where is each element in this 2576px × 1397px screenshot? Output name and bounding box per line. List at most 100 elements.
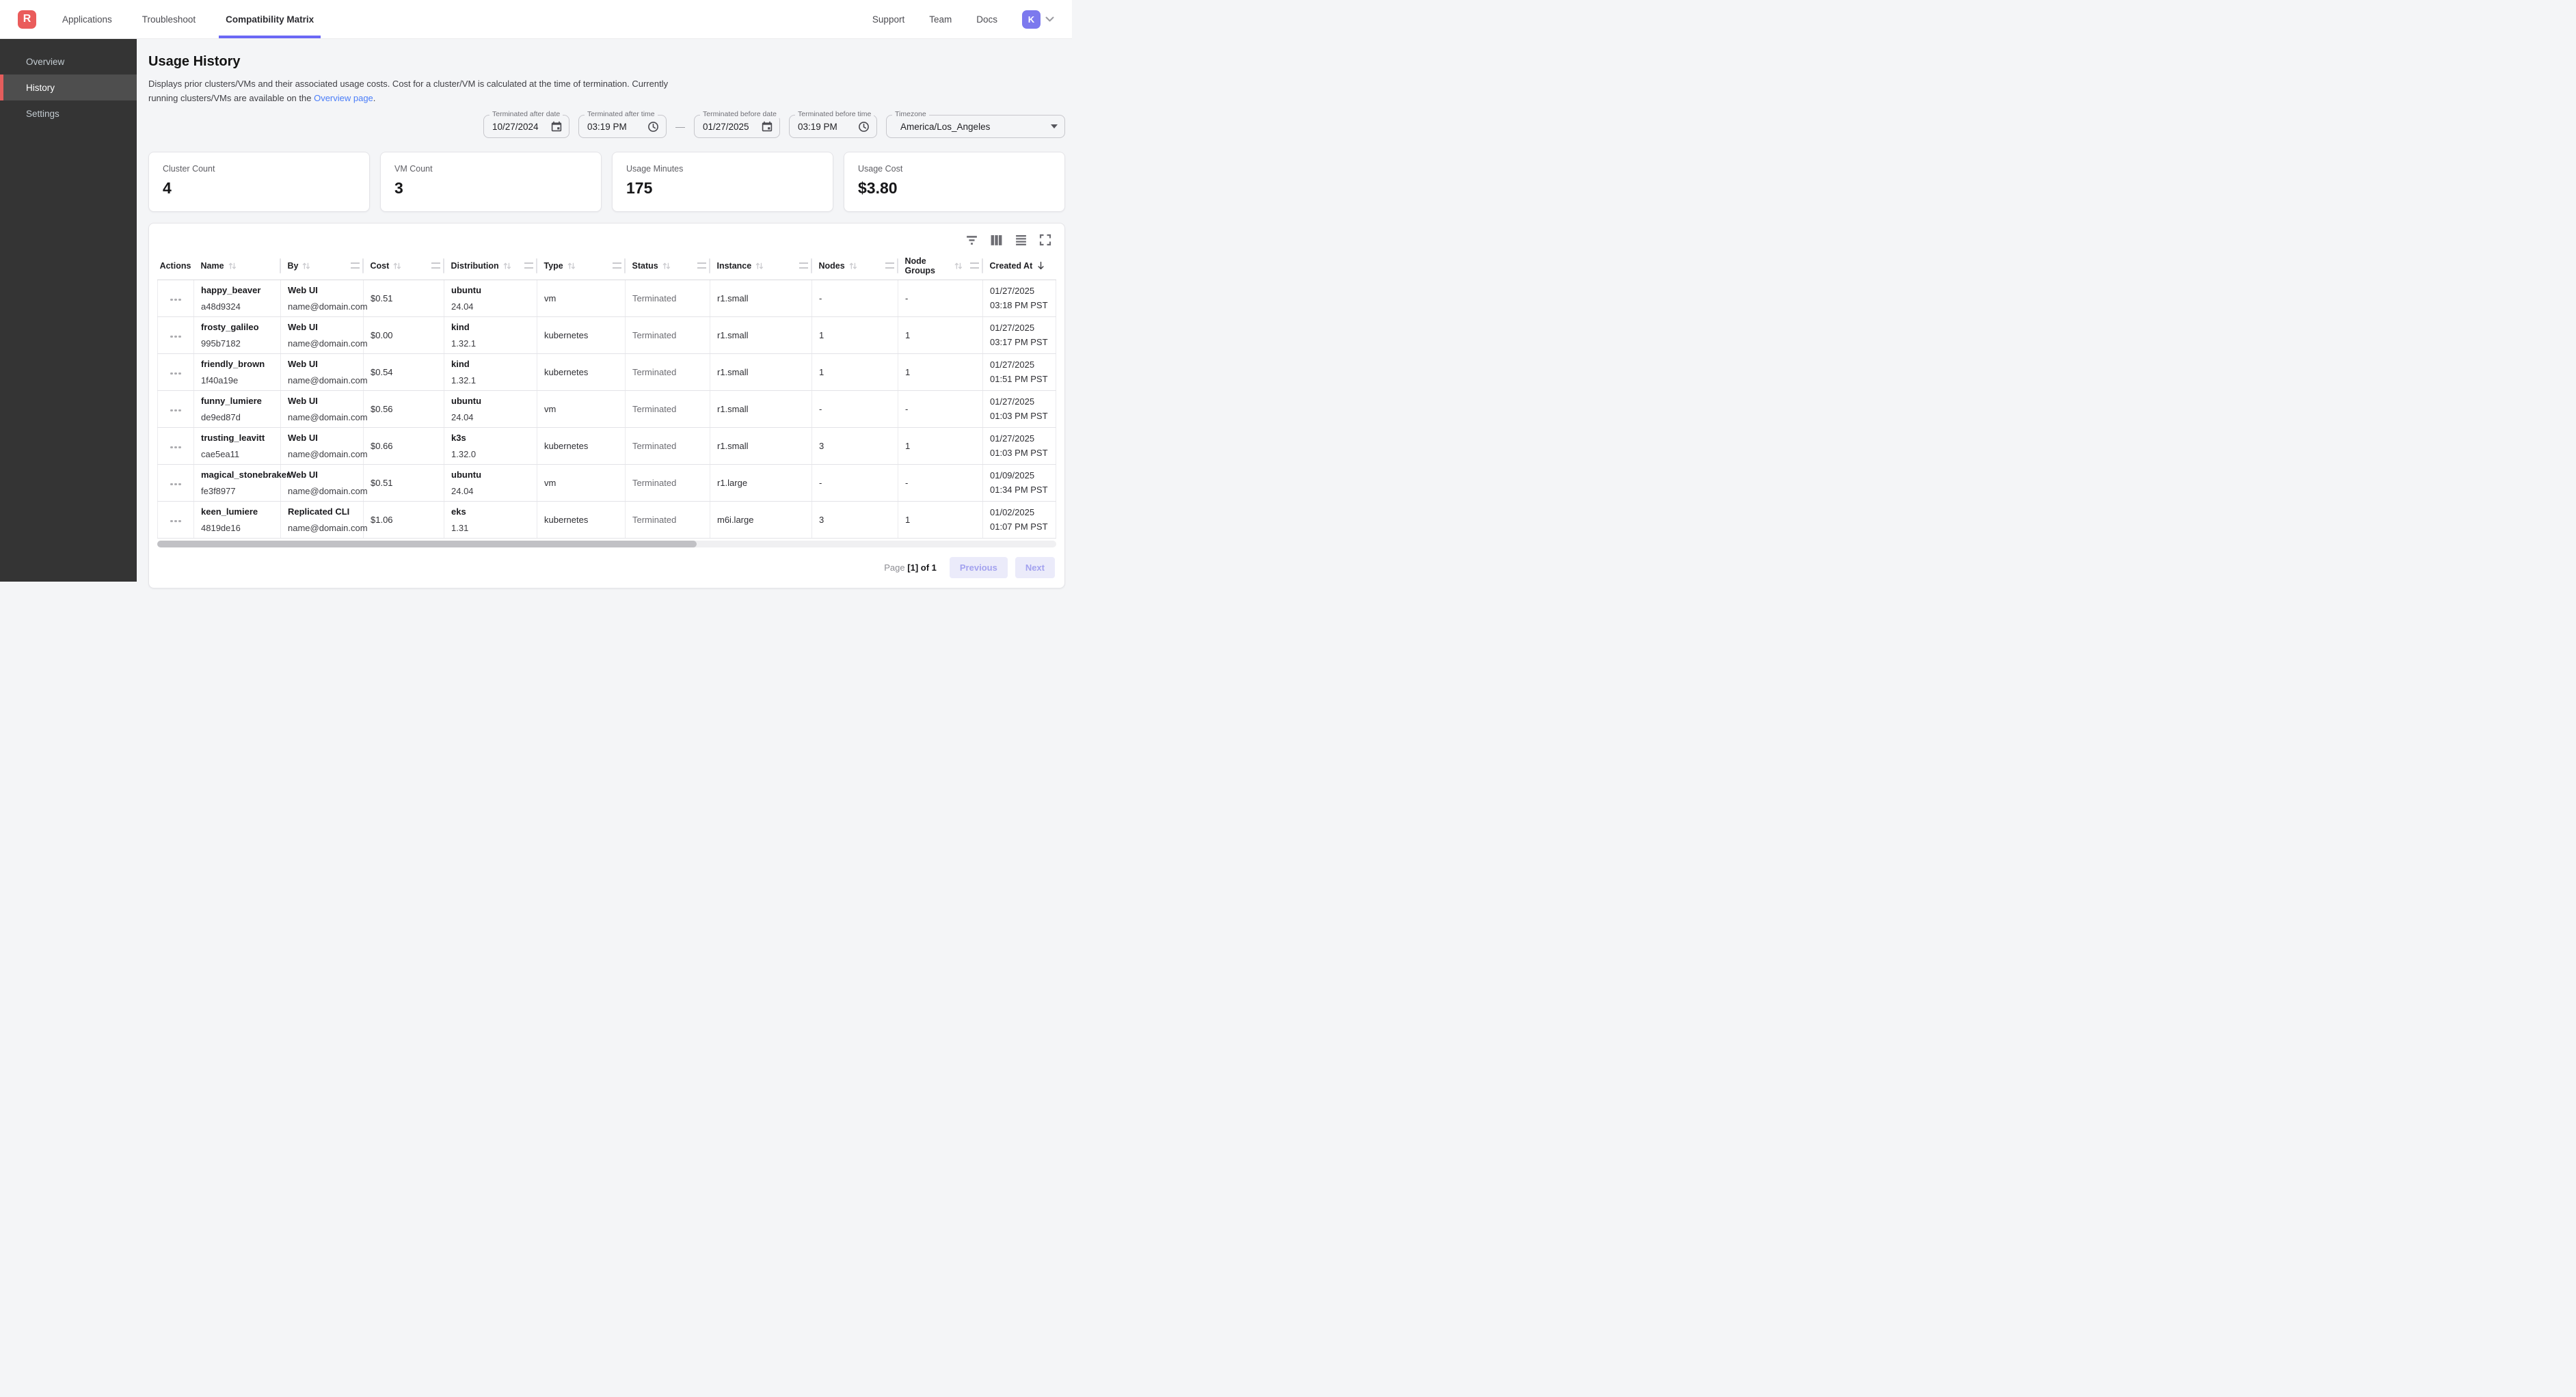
sort-icon[interactable] — [662, 261, 671, 271]
column-header[interactable]: Distribution — [444, 252, 537, 280]
node-groups-cell: 1 — [898, 427, 983, 465]
column-separator[interactable] — [708, 258, 710, 273]
column-menu-icon[interactable] — [612, 262, 621, 269]
nav-link[interactable]: Team — [929, 14, 952, 25]
sidebar-item[interactable]: History — [0, 74, 137, 100]
scrollbar-thumb[interactable] — [157, 540, 697, 547]
by-email-link[interactable]: name@domain.com — [288, 448, 368, 459]
column-menu-icon[interactable] — [697, 262, 706, 269]
column-header[interactable]: Status — [625, 252, 710, 280]
sort-icon[interactable] — [567, 261, 576, 271]
created-at-cell: 01/27/2025 01:03 PM PST — [982, 390, 1056, 428]
column-header[interactable]: Node Groups — [898, 252, 983, 280]
sort-desc-icon[interactable] — [1036, 260, 1046, 271]
terminated-before-date-value[interactable]: 01/27/2025 — [703, 121, 749, 132]
column-separator[interactable] — [623, 258, 626, 273]
column-menu-icon[interactable] — [969, 262, 979, 269]
created-date: 01/27/2025 — [990, 433, 1035, 444]
row-actions-button[interactable] — [169, 407, 183, 415]
usage-table-card: Actions Name — [148, 223, 1065, 588]
previous-button[interactable]: Previous — [949, 556, 1008, 578]
by-email-link[interactable]: name@domain.com — [288, 338, 368, 349]
column-header[interactable]: Instance — [710, 252, 812, 280]
column-menu-icon[interactable] — [885, 262, 894, 269]
sidebar-item[interactable]: Overview — [26, 56, 65, 67]
row-actions-button[interactable] — [169, 517, 183, 526]
by-email-link[interactable]: name@domain.com — [288, 301, 368, 312]
columns-icon[interactable] — [989, 233, 1003, 247]
terminated-after-time-value[interactable]: 03:19 PM — [587, 121, 627, 132]
column-menu-icon[interactable] — [431, 262, 440, 269]
sort-icon[interactable] — [228, 261, 237, 271]
column-header[interactable]: Type — [537, 252, 626, 280]
by-email-link[interactable]: name@domain.com — [288, 485, 368, 496]
avatar[interactable]: K — [1022, 10, 1041, 29]
nav-tab[interactable]: Applications — [62, 14, 112, 25]
column-header[interactable]: Nodes — [811, 252, 898, 280]
by-email-link[interactable]: name@domain.com — [288, 522, 368, 533]
nav-link[interactable]: Support — [872, 14, 905, 25]
density-icon[interactable] — [1014, 233, 1028, 247]
chevron-down-icon[interactable] — [1045, 16, 1054, 23]
terminated-after-date-value[interactable]: 10/27/2024 — [492, 121, 539, 132]
account-menu[interactable]: K — [1022, 10, 1054, 29]
row-actions-button[interactable] — [169, 296, 183, 304]
calendar-icon[interactable] — [551, 121, 562, 132]
by-cell: Web UI name@domain.com — [280, 280, 368, 317]
column-menu-icon[interactable] — [524, 262, 533, 269]
replicated-logo[interactable]: R — [18, 10, 36, 29]
column-separator[interactable] — [896, 258, 898, 273]
nav-tab[interactable]: Compatibility Matrix — [219, 0, 321, 38]
nav-tab[interactable]: Troubleshoot — [142, 14, 196, 25]
column-menu-icon[interactable] — [350, 262, 360, 269]
terminated-after-time-field[interactable]: Terminated after time 03:19 PM — [578, 111, 667, 139]
clock-icon[interactable] — [647, 121, 659, 133]
sort-icon[interactable] — [755, 261, 764, 271]
sort-icon[interactable] — [848, 261, 858, 271]
sort-icon[interactable] — [954, 261, 963, 271]
row-actions-button[interactable] — [169, 444, 183, 452]
distribution-name: ubuntu — [451, 395, 482, 406]
row-actions-button[interactable] — [169, 333, 183, 341]
column-separator[interactable] — [442, 258, 444, 273]
timezone-value[interactable]: America/Los_Angeles — [900, 121, 991, 132]
column-header[interactable]: By — [280, 252, 364, 280]
terminated-before-time-field[interactable]: Terminated before time 03:19 PM — [789, 111, 877, 139]
sidebar-item[interactable]: Settings — [26, 108, 59, 119]
column-header[interactable]: Name — [193, 252, 281, 280]
terminated-after-date-field[interactable]: Terminated after date 10/27/2024 — [483, 111, 569, 139]
sort-icon[interactable] — [392, 261, 402, 271]
clock-icon[interactable] — [858, 121, 870, 133]
timezone-select[interactable]: Timezone America/Los_Angeles — [886, 111, 1065, 139]
column-separator[interactable] — [362, 258, 364, 273]
row-actions-button[interactable] — [169, 370, 183, 378]
calendar-icon[interactable] — [762, 121, 773, 132]
column-separator[interactable] — [981, 258, 983, 273]
cost-cell: $1.06 — [363, 501, 444, 539]
column-separator[interactable] — [535, 258, 537, 273]
row-actions-button[interactable] — [169, 480, 183, 489]
column-header[interactable]: Created At — [982, 252, 1056, 280]
dropdown-caret-icon[interactable] — [1051, 124, 1058, 129]
column-separator[interactable] — [810, 258, 812, 273]
distribution-name: eks — [451, 506, 466, 517]
created-date: 01/02/2025 — [990, 507, 1035, 518]
column-separator[interactable] — [279, 258, 281, 273]
terminated-before-time-value[interactable]: 03:19 PM — [798, 121, 837, 132]
column-header[interactable]: Actions — [157, 252, 194, 280]
next-button[interactable]: Next — [1015, 556, 1055, 578]
fullscreen-icon[interactable] — [1038, 233, 1052, 247]
terminated-before-date-field[interactable]: Terminated before date 01/27/2025 — [694, 111, 780, 139]
sort-icon[interactable] — [502, 261, 512, 271]
overview-page-link[interactable]: Overview page — [314, 93, 373, 104]
nav-link[interactable]: Docs — [976, 14, 997, 25]
sort-icon[interactable] — [301, 261, 311, 271]
column-menu-icon[interactable] — [799, 262, 808, 269]
by-email-link[interactable]: name@domain.com — [288, 375, 368, 385]
filter-icon[interactable] — [965, 233, 978, 247]
status-cell: Terminated — [625, 353, 710, 391]
by-email-link[interactable]: name@domain.com — [288, 411, 368, 422]
column-header[interactable]: Cost — [363, 252, 444, 280]
horizontal-scrollbar[interactable] — [157, 540, 1056, 547]
pagination: Page [1] of 1 Previous Next — [157, 556, 1056, 578]
